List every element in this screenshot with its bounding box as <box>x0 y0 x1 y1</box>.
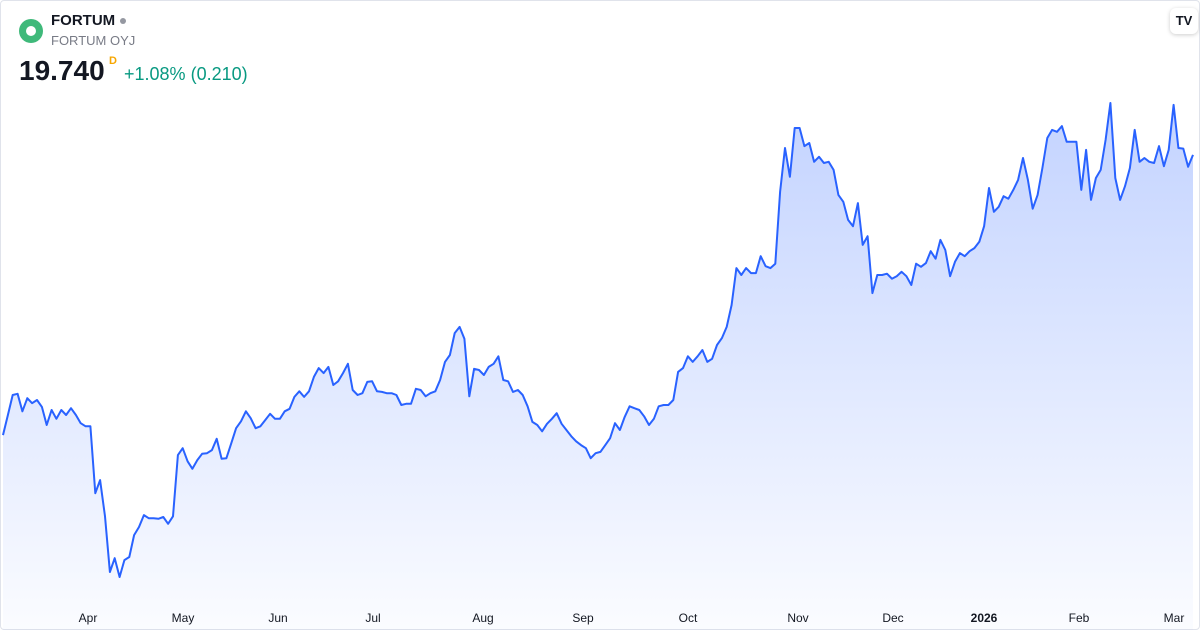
company-name: FORTUM OYJ <box>51 33 136 48</box>
logo <box>19 19 43 43</box>
tv-logo[interactable]: TV <box>1170 8 1198 34</box>
symbol-text[interactable]: FORTUM <box>51 12 116 29</box>
x-tick-label: Oct <box>679 611 698 625</box>
change: +1.08% (0.210) <box>124 64 248 85</box>
symbol[interactable]: FORTUM <box>51 12 127 29</box>
x-tick-label: Aug <box>472 611 493 625</box>
status-dot <box>120 18 127 25</box>
x-tick-label: Nov <box>787 611 808 625</box>
change-percent: +1.08% <box>124 64 186 84</box>
x-tick-label: 2026 <box>971 611 998 625</box>
x-tick-label: May <box>172 611 195 625</box>
price: 19.740 <box>19 55 105 86</box>
x-tick-label: Jun <box>268 611 287 625</box>
x-tick-label: Jul <box>365 611 380 625</box>
change-abs: (0.210) <box>190 64 248 84</box>
x-tick-label: Apr <box>79 611 98 625</box>
x-tick-label: Sep <box>572 611 594 625</box>
x-tick-label: Mar <box>1164 611 1185 625</box>
area <box>3 103 1193 630</box>
interval: D <box>109 55 117 67</box>
line <box>2 102 1194 578</box>
x-tick-label: Dec <box>882 611 903 625</box>
x-tick-label: Feb <box>1069 611 1090 625</box>
